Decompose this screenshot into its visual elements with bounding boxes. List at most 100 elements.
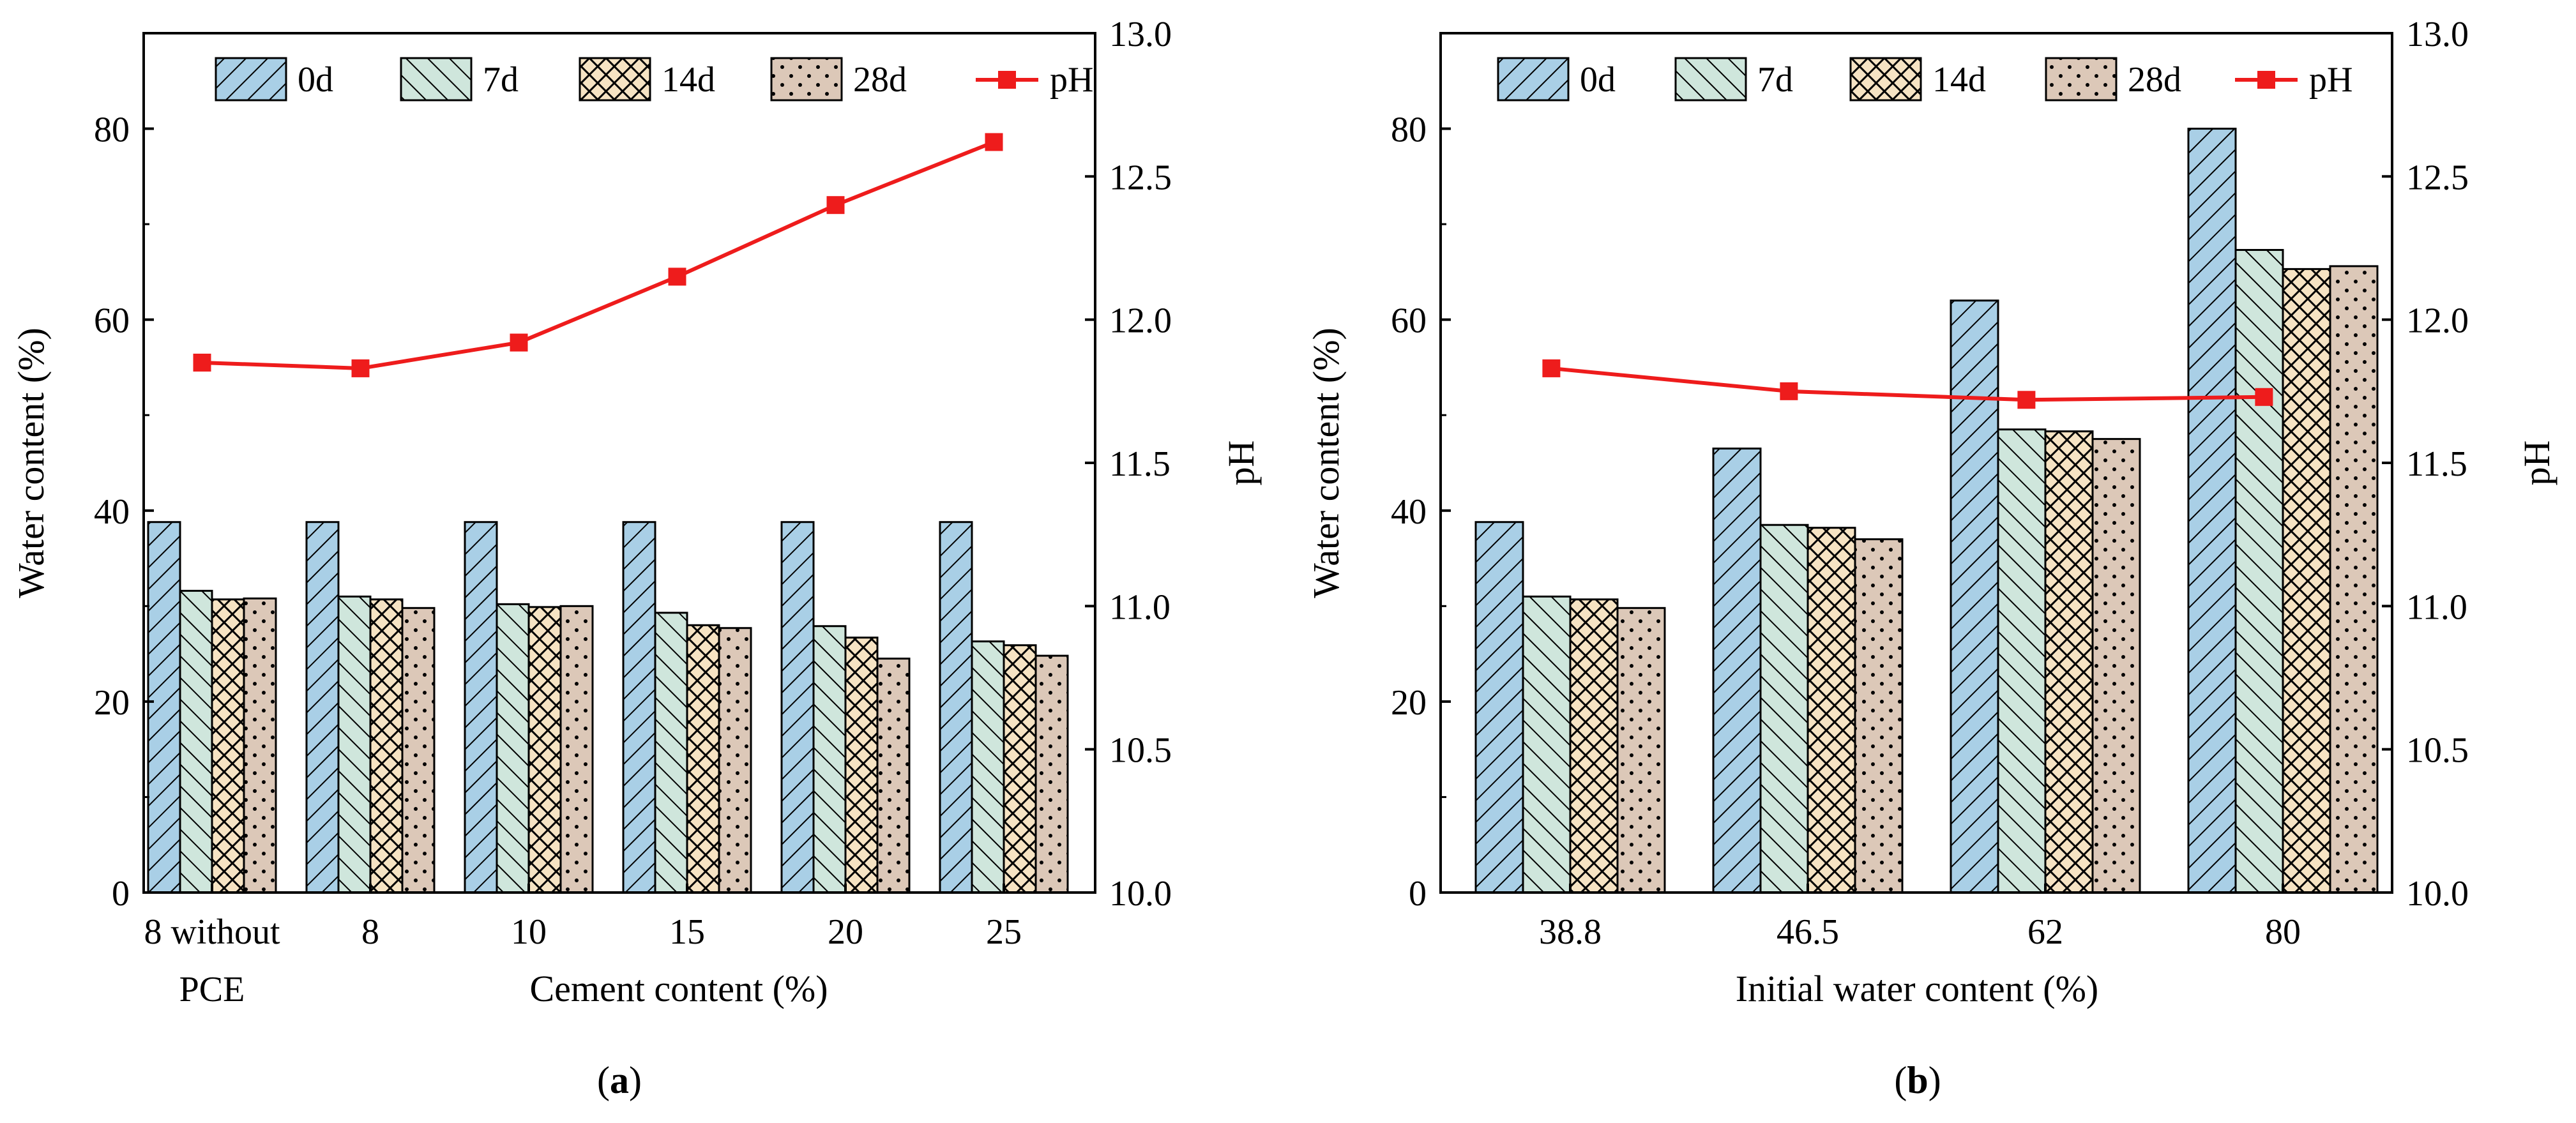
bar-0d-5 (939, 521, 973, 894)
panel-label-close: ) (1928, 1059, 1941, 1101)
legend: 0d 7d 14d 28d pH (215, 57, 1093, 102)
ph-marker-4 (826, 196, 845, 215)
legend-marker-ph (2257, 71, 2275, 89)
y2-tick-label: 12.5 (2406, 158, 2469, 197)
y2-tick-label: 10.5 (1109, 731, 1172, 771)
y-tick-label: 80 (1391, 110, 1427, 150)
x-tick-label: 20 (828, 912, 863, 952)
bar-7d-5 (971, 640, 1005, 894)
x-tick-label: 15 (669, 912, 705, 952)
bar-28d-1 (1854, 538, 1904, 894)
y-tick-label: 0 (112, 874, 130, 914)
legend-label-ph: pH (2309, 60, 2352, 100)
bar-7d-4 (812, 625, 847, 894)
panel-label-close: ) (629, 1059, 642, 1101)
legend-marker-ph (998, 71, 1016, 89)
y2-tick-label: 11.5 (1109, 444, 1171, 484)
bar-14d-3 (2282, 268, 2331, 894)
y2-tick-label: 12.0 (2406, 301, 2469, 341)
panel-label-open: ( (597, 1059, 610, 1101)
y-tick-label: 40 (1391, 492, 1427, 532)
y2-tick-label: 11.0 (2406, 587, 2467, 627)
y2-tick-label: 12.5 (1109, 158, 1172, 197)
bars (1474, 128, 2379, 894)
legend-label-28d: 28d (2128, 60, 2181, 100)
y-tick-label: 60 (94, 301, 130, 341)
bar-7d-2 (1997, 428, 2047, 894)
x-tick-sublabel: PCE (179, 970, 245, 1009)
x-axis-title: Cement content (%) (529, 968, 828, 1009)
x-tick-label: 62 (2027, 912, 2063, 952)
y2-tick-label: 13.0 (2406, 15, 2469, 54)
bar-0d-3 (2187, 128, 2237, 894)
bar-7d-3 (654, 612, 688, 894)
bar-28d-3 (2329, 265, 2379, 894)
ph-series (193, 133, 1003, 377)
legend-label-0d: 0d (298, 60, 333, 100)
bar-7d-2 (496, 603, 530, 894)
bar-14d-3 (686, 624, 720, 894)
bar-7d-3 (2234, 248, 2284, 894)
bar-14d-2 (527, 606, 562, 894)
bars (147, 521, 1069, 894)
panel-a-chart: 0 20 40 60 80 10.0 10.5 11.0 11.5 12.0 12.5 13.0 8 w… (10, 15, 1262, 1101)
ph-line (202, 140, 995, 370)
legend-label-0d: 0d (1580, 60, 1616, 100)
legend-label-28d: 28d (853, 60, 907, 100)
bar-28d-5 (1034, 654, 1069, 894)
panel-label-letter: b (1907, 1059, 1928, 1101)
y2-tick-label: 10.0 (2406, 874, 2469, 914)
bar-7d-1 (337, 595, 372, 894)
x-axis: 8 without PCE 8 10 15 20 25 (144, 884, 1022, 1009)
ph-series (1542, 359, 2273, 409)
y2-tick-label: 12.0 (1109, 301, 1172, 341)
y-axis-title: Water content (%) (1305, 328, 1347, 598)
y2-tick-label: 11.5 (2406, 444, 2467, 484)
bar-0d-4 (780, 521, 815, 894)
bar-7d-0 (1522, 595, 1572, 894)
x-axis: 38.8 46.5 62 80 (1539, 884, 2301, 952)
legend-label-7d: 7d (483, 60, 519, 100)
y-axis-left: 0 20 40 60 80 (1391, 110, 1451, 914)
bar-28d-4 (876, 658, 911, 894)
y-tick-label: 0 (1409, 874, 1427, 914)
bar-14d-0 (211, 598, 245, 894)
ph-line (1551, 366, 2264, 402)
legend-swatch-7d (400, 57, 473, 102)
x-tick-label: 8 without (144, 912, 280, 952)
bar-0d-1 (1712, 448, 1762, 894)
bar-14d-1 (1807, 527, 1856, 894)
panel-label: (a) (597, 1059, 642, 1101)
legend-label-ph: pH (1050, 60, 1093, 100)
legend-swatch-0d (1497, 57, 1570, 102)
bar-28d-2 (559, 605, 594, 894)
bar-7d-1 (1759, 524, 1809, 894)
ph-marker-2 (2017, 391, 2036, 409)
y-tick-label: 80 (94, 110, 130, 150)
ph-marker-5 (985, 133, 1003, 151)
legend-swatch-7d (1674, 57, 1747, 102)
y2-tick-label: 10.5 (2406, 731, 2469, 771)
bar-7d-0 (179, 589, 213, 894)
bar-28d-1 (401, 607, 436, 894)
bar-14d-1 (369, 598, 404, 894)
legend-label-14d: 14d (662, 60, 715, 100)
ph-marker-0 (193, 353, 211, 372)
y2-tick-label: 10.0 (1109, 874, 1172, 914)
y-tick-label: 60 (1391, 301, 1427, 341)
y2-tick-label: 13.0 (1109, 15, 1172, 54)
legend-swatch-14d (1849, 57, 1922, 102)
y-axis-title: Water content (%) (10, 328, 52, 598)
legend-swatch-0d (215, 57, 287, 102)
y-tick-label: 20 (1391, 683, 1427, 723)
x-tick-label: 80 (2265, 912, 2301, 952)
bar-28d-2 (2091, 438, 2141, 894)
bar-0d-3 (622, 521, 656, 894)
y2-tick-label: 11.0 (1109, 587, 1171, 627)
legend-label-7d: 7d (1757, 60, 1793, 100)
bar-0d-0 (147, 521, 181, 894)
panel-label-open: ( (1894, 1059, 1907, 1101)
ph-marker-3 (2255, 388, 2273, 406)
x-tick-label: 25 (986, 912, 1022, 952)
